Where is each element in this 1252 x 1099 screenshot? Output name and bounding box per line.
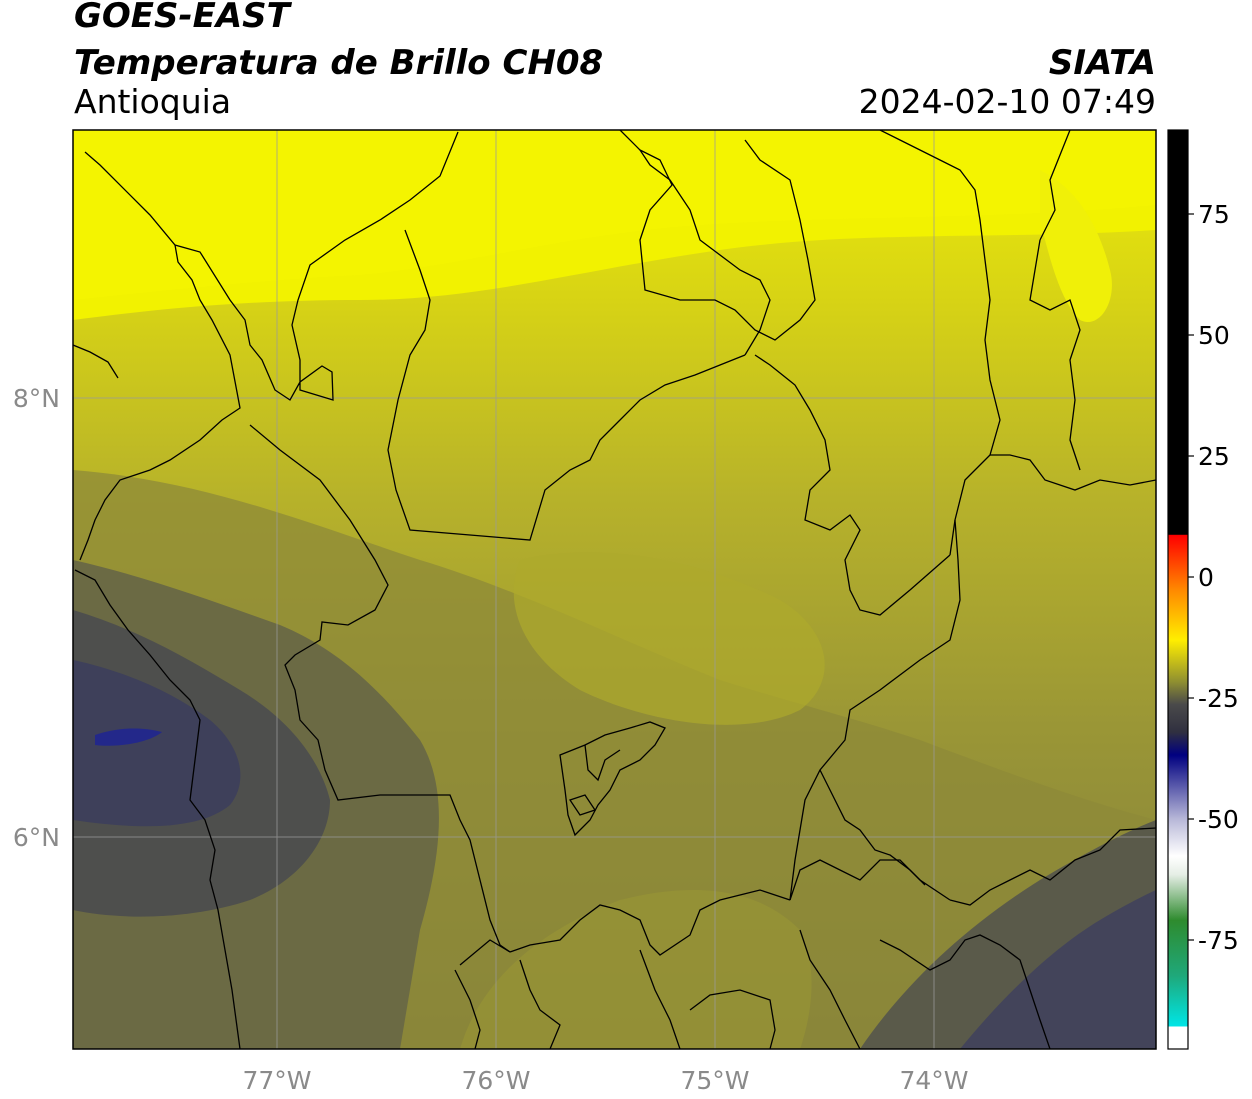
colorbar-tick-label: -75 — [1198, 926, 1239, 955]
colorbar-tick-label: -50 — [1198, 805, 1239, 834]
satellite-title: GOES-EAST — [74, 0, 290, 36]
colorbar-tick-label: 25 — [1198, 442, 1230, 471]
datetime-label: 2024-02-10 07:49 — [858, 82, 1156, 121]
colorbar-tick-label: 0 — [1198, 563, 1214, 592]
source-label: SIATA — [1048, 43, 1156, 83]
map-frame — [72, 129, 1157, 1050]
colorbar-gradient — [1168, 130, 1188, 1049]
lon-tick-label: 77°W — [242, 1066, 311, 1095]
colorbar-tick-label: 75 — [1198, 200, 1230, 229]
lon-tick-label: 75°W — [680, 1066, 749, 1095]
product-title: Temperatura de Brillo CH08 — [74, 43, 604, 83]
region-label: Antioquia — [74, 82, 232, 121]
political-boundaries — [73, 130, 1156, 1049]
colorbar-tick-label: -25 — [1198, 684, 1239, 713]
lat-tick-label: 6°N — [13, 823, 60, 852]
lon-tick-label: 76°W — [461, 1066, 530, 1095]
colorbar-frame — [1167, 129, 1189, 1050]
lat-tick-label: 8°N — [13, 384, 60, 413]
lon-tick-label: 74°W — [899, 1066, 968, 1095]
brightness-temperature-field — [73, 130, 1156, 1049]
colorbar-tick-label: 50 — [1198, 321, 1230, 350]
colorbar: 75 50 25 0 -25 -50 -75 — [1167, 129, 1239, 1050]
map-gridlines — [73, 130, 1156, 1049]
